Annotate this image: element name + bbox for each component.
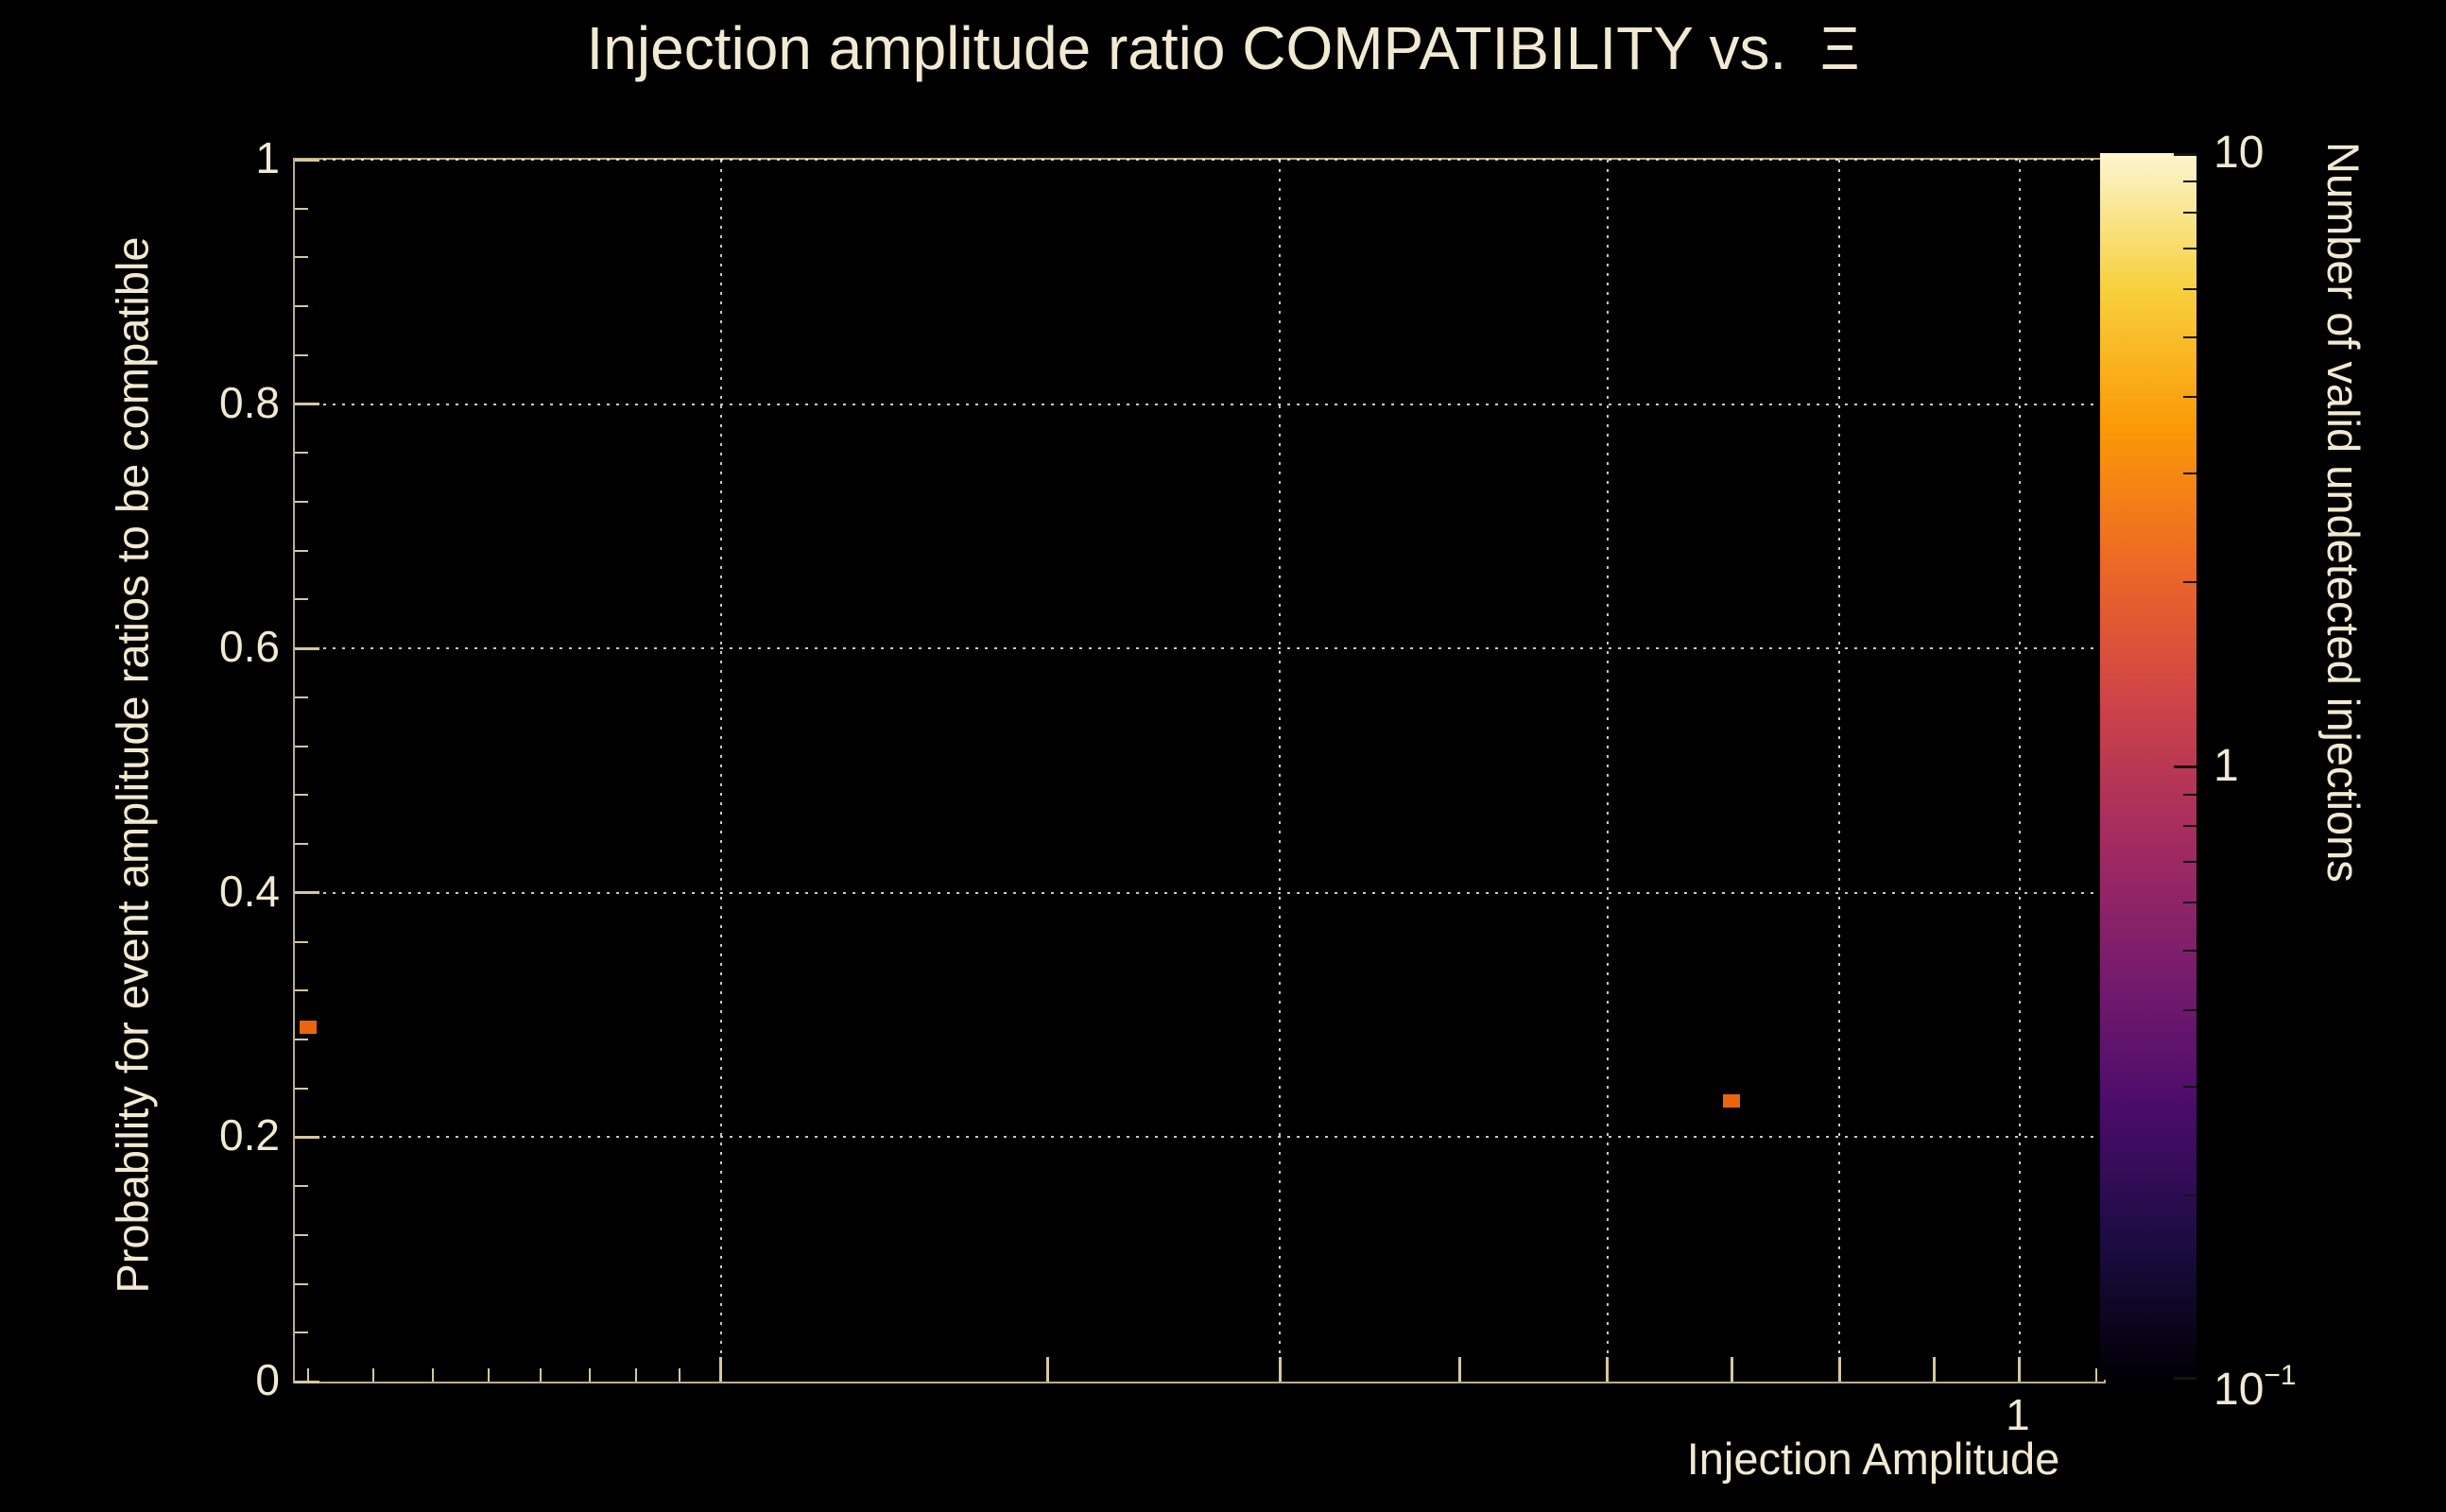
x-minor-tick <box>2095 1368 2098 1382</box>
y-minor-tick <box>295 452 308 455</box>
colorbar-minor-tick <box>2183 287 2196 290</box>
x-tick-label: 1 <box>2006 1390 2030 1439</box>
x-minor-tick <box>678 1368 680 1382</box>
x-major-tick <box>719 1357 723 1382</box>
colorbar-minor-tick <box>2183 1009 2196 1012</box>
y-minor-tick <box>295 256 308 259</box>
colorbar-tick-base: 1 <box>2213 741 2239 791</box>
x-gridline <box>1838 160 1841 1382</box>
colorbar-title: Number of valid undetected injections <box>2318 142 2368 883</box>
x-major-tick <box>1046 1357 1050 1382</box>
x-major-tick <box>1458 1357 1462 1382</box>
x-major-tick <box>1278 1357 1282 1382</box>
x-major-tick <box>1933 1357 1937 1382</box>
colorbar-tick-base: 10 <box>2213 1365 2265 1415</box>
x-major-tick <box>1837 1357 1841 1382</box>
x-minor-tick <box>307 1368 310 1382</box>
colorbar-gradient <box>2100 153 2196 1380</box>
y-minor-tick <box>295 549 308 552</box>
y-tick-label: 0.2 <box>219 1110 280 1160</box>
y-minor-tick <box>295 305 308 308</box>
colorbar-minor-tick <box>2183 793 2196 796</box>
y-tick-label: 0.6 <box>219 622 280 672</box>
colorbar-tick-label: 10−1 <box>2213 1351 2297 1418</box>
colorbar-tick-label: 10 <box>2213 125 2264 181</box>
x-gridline <box>719 160 722 1382</box>
colorbar-major-tick <box>2174 1377 2196 1380</box>
y-gridline <box>295 403 2104 405</box>
plot-area <box>293 158 2106 1383</box>
colorbar-minor-tick <box>2183 180 2196 182</box>
y-minor-tick <box>295 1282 308 1285</box>
colorbar-minor-tick <box>2183 950 2196 953</box>
data-point <box>300 1021 318 1035</box>
y-minor-tick <box>295 1087 308 1090</box>
y-tick-label: 0.4 <box>219 866 280 916</box>
x-minor-tick <box>634 1368 637 1382</box>
colorbar-minor-tick <box>2183 580 2196 583</box>
y-minor-tick <box>295 1185 308 1188</box>
y-gridline <box>295 159 2104 161</box>
y-minor-tick <box>295 696 308 698</box>
y-tick-label: 1 <box>255 133 280 182</box>
colorbar-minor-tick <box>2183 336 2196 339</box>
colorbar-major-tick <box>2174 765 2196 768</box>
y-major-tick <box>295 158 319 162</box>
x-axis-title: Injection Amplitude <box>1686 1434 2060 1484</box>
x-gridline <box>2018 160 2021 1382</box>
y-major-tick <box>295 891 319 895</box>
colorbar-minor-tick <box>2183 396 2196 399</box>
x-minor-tick <box>371 1368 374 1382</box>
y-minor-tick <box>295 598 308 601</box>
x-minor-tick <box>540 1368 542 1382</box>
y-minor-tick <box>295 1233 308 1236</box>
x-gridline <box>1606 160 1609 1382</box>
x-gridline <box>1279 160 1282 1382</box>
colorbar-minor-tick <box>2183 1194 2196 1196</box>
y-minor-tick <box>295 843 308 846</box>
y-minor-tick <box>295 207 308 210</box>
y-major-tick <box>295 1135 319 1139</box>
y-minor-tick <box>295 794 308 797</box>
colorbar-minor-tick <box>2183 1086 2196 1089</box>
data-point <box>1723 1093 1741 1108</box>
y-major-tick <box>295 403 319 406</box>
y-minor-tick <box>295 1332 308 1334</box>
colorbar-minor-tick <box>2183 901 2196 903</box>
y-major-tick <box>295 1380 319 1383</box>
y-major-tick <box>295 646 319 650</box>
chart-title: Injection amplitude ratio COMPATIBILITY … <box>586 14 1860 82</box>
y-minor-tick <box>295 353 308 356</box>
colorbar-minor-tick <box>2183 824 2196 827</box>
y-tick-label: 0 <box>255 1355 280 1404</box>
y-minor-tick <box>295 940 308 943</box>
y-gridline <box>295 647 2104 650</box>
x-major-tick <box>1606 1357 1610 1382</box>
x-minor-tick <box>431 1368 434 1382</box>
y-minor-tick <box>295 989 308 992</box>
y-minor-tick <box>295 745 308 747</box>
y-tick-label: 0.8 <box>219 377 280 427</box>
colorbar-minor-tick <box>2183 472 2196 475</box>
colorbar-tick-exponent: −1 <box>2264 1360 2297 1391</box>
colorbar-tick-base: 10 <box>2213 128 2265 178</box>
x-minor-tick <box>487 1368 490 1382</box>
colorbar-major-tick <box>2174 153 2196 156</box>
y-axis-title: Probability for event amplitude ratios t… <box>107 236 158 1294</box>
x-minor-tick <box>588 1368 591 1382</box>
colorbar-tick-label: 1 <box>2213 738 2239 795</box>
y-gridline <box>295 1136 2104 1139</box>
colorbar-minor-tick <box>2183 860 2196 863</box>
x-major-tick <box>2018 1357 2022 1382</box>
x-major-tick <box>1730 1357 1733 1382</box>
y-minor-tick <box>295 1038 308 1040</box>
y-gridline <box>295 891 2104 894</box>
colorbar-minor-tick <box>2183 247 2196 249</box>
y-minor-tick <box>295 501 308 504</box>
colorbar-minor-tick <box>2183 211 2196 214</box>
